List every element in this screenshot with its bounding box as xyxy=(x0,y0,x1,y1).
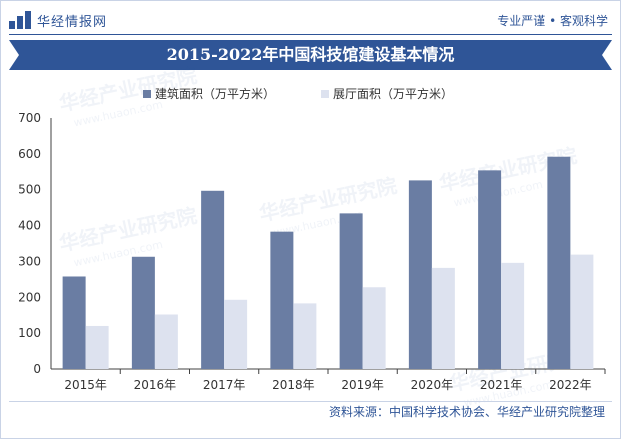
x-tick-label: 2021年 xyxy=(480,378,523,392)
bar-logo-icon xyxy=(9,11,31,29)
y-tick-label: 0 xyxy=(33,362,41,376)
x-tick-label: 2022年 xyxy=(549,378,592,392)
footer-divider xyxy=(9,401,612,402)
bar-building-area xyxy=(131,256,155,369)
bar-exhibit-area xyxy=(154,314,178,369)
bar-building-area xyxy=(408,180,432,369)
x-tick-label: 2015年 xyxy=(64,378,107,392)
brand: 华经情报网 xyxy=(9,9,107,31)
legend-swatch xyxy=(143,90,151,98)
bar-exhibit-area xyxy=(570,254,594,369)
x-tick-label: 2018年 xyxy=(272,378,315,392)
y-tick-label: 400 xyxy=(18,219,41,233)
bar-exhibit-area xyxy=(293,303,317,369)
y-tick-label: 300 xyxy=(18,254,41,268)
bar-exhibit-area xyxy=(85,325,109,369)
bar-exhibit-area xyxy=(362,287,386,369)
header-divider xyxy=(9,34,612,35)
header-bar: 华经情报网 专业严谨 • 客观科学 xyxy=(9,9,612,31)
bar-building-area xyxy=(62,276,86,369)
chart-title: 2015-2022年中国科技馆建设基本情况 xyxy=(166,45,455,64)
tagline: 专业严谨 • 客观科学 xyxy=(497,14,608,28)
bar-exhibit-area xyxy=(501,262,525,369)
legend-label: 展厅面积（万平方米） xyxy=(333,86,453,101)
y-tick-label: 700 xyxy=(18,111,41,125)
x-tick-label: 2020年 xyxy=(411,378,454,392)
legend-label: 建筑面积（万平方米） xyxy=(155,86,275,101)
y-tick-label: 600 xyxy=(18,147,41,161)
bar-exhibit-area xyxy=(431,267,455,369)
bar-building-area xyxy=(478,170,502,369)
y-tick-label: 100 xyxy=(18,326,41,340)
y-tick-label: 500 xyxy=(18,183,41,197)
legend-swatch xyxy=(321,90,329,98)
source-note: 资料来源：中国科学技术协会、华经产业研究院整理 xyxy=(328,405,605,419)
bar-building-area xyxy=(201,190,225,369)
x-tick-label: 2019年 xyxy=(341,378,384,392)
bar-exhibit-area xyxy=(224,299,248,369)
bar-building-area xyxy=(270,231,294,369)
x-tick-label: 2017年 xyxy=(203,378,246,392)
brand-name: 华经情报网 xyxy=(37,14,108,30)
x-tick-label: 2016年 xyxy=(134,378,177,392)
bar-building-area xyxy=(339,213,363,369)
title-bar: 2015-2022年中国科技馆建设基本情况 xyxy=(9,40,612,70)
bar-building-area xyxy=(547,156,571,369)
y-tick-label: 200 xyxy=(18,290,41,304)
